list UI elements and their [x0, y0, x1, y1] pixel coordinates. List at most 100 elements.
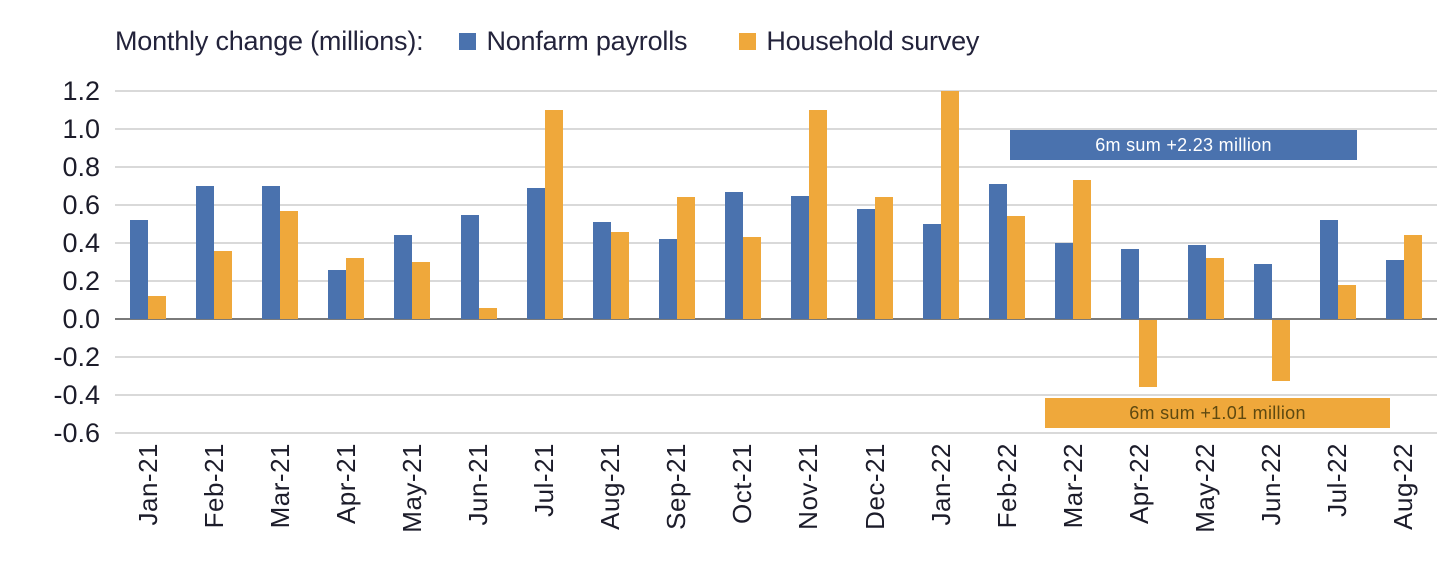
x-tick-label-apr-22: Apr-22 — [1123, 443, 1154, 525]
x-tick-slot: Feb-21 — [181, 443, 247, 583]
bar-household-survey-jun-22 — [1271, 320, 1290, 381]
bar-nonfarm-payrolls-jan-22 — [923, 224, 942, 319]
x-tick-label-apr-21: Apr-21 — [330, 443, 361, 525]
x-tick-label-jun-21: Jun-21 — [463, 443, 494, 526]
x-tick-label-jul-21: Jul-21 — [529, 443, 560, 517]
x-tick-slot: Aug-22 — [1371, 443, 1437, 583]
bar-household-survey-feb-22 — [1007, 216, 1026, 319]
x-tick-slot: Jul-21 — [512, 443, 578, 583]
y-tick-label: 0.6 — [62, 190, 100, 220]
x-tick-label-aug-22: Aug-22 — [1388, 443, 1419, 530]
gridline — [115, 128, 1437, 130]
x-tick-slot: Apr-22 — [1106, 443, 1172, 583]
chart-header: Monthly change (millions): Nonfarm payro… — [115, 26, 1031, 57]
bar-group-feb-22 — [974, 91, 1040, 433]
bar-household-survey-jul-21 — [544, 110, 563, 319]
x-tick-label-jul-22: Jul-22 — [1322, 443, 1353, 517]
x-tick-slot: Apr-21 — [313, 443, 379, 583]
bar-nonfarm-payrolls-jul-21 — [526, 187, 545, 319]
x-tick-slot: Feb-22 — [974, 443, 1040, 583]
x-tick-label-feb-22: Feb-22 — [991, 443, 1022, 529]
bar-group-jul-22 — [1305, 91, 1371, 433]
bar-group-dec-21 — [842, 91, 908, 433]
x-tick-slot: May-21 — [379, 443, 445, 583]
bar-household-survey-jun-21 — [478, 307, 497, 319]
x-tick-slot: Mar-22 — [1040, 443, 1106, 583]
bar-nonfarm-payrolls-apr-22 — [1121, 248, 1140, 319]
bar-group-aug-22 — [1371, 91, 1437, 433]
gridline — [115, 166, 1437, 168]
legend-swatch-orange — [739, 33, 757, 50]
bar-nonfarm-payrolls-nov-21 — [790, 195, 809, 319]
legend-label-household-survey: Household survey — [766, 26, 980, 56]
bar-nonfarm-payrolls-aug-21 — [592, 222, 611, 319]
legend-item-household-survey: Household survey — [739, 26, 979, 57]
y-axis: 1.2 1.0 0.8 0.6 0.4 0.2 0.0 -0.2 -0.4 -0.6 — [0, 0, 100, 586]
bar-household-survey-sep-21 — [676, 197, 695, 319]
x-tick-label-aug-21: Aug-21 — [595, 443, 626, 530]
x-tick-slot: Nov-21 — [776, 443, 842, 583]
bar-nonfarm-payrolls-aug-22 — [1385, 260, 1404, 319]
bar-group-may-22 — [1173, 91, 1239, 433]
bar-nonfarm-payrolls-feb-22 — [989, 184, 1008, 319]
bar-nonfarm-payrolls-dec-21 — [857, 208, 876, 319]
bar-household-survey-feb-21 — [214, 250, 233, 319]
bar-household-survey-aug-21 — [610, 231, 629, 319]
x-tick-slot: Sep-21 — [644, 443, 710, 583]
bar-household-survey-may-22 — [1205, 258, 1224, 319]
bar-nonfarm-payrolls-jun-22 — [1253, 263, 1272, 319]
gridline — [115, 204, 1437, 206]
plot-area: 6m sum +2.23 million 6m sum +1.01 million — [115, 90, 1437, 434]
y-tick-label: 1.0 — [62, 114, 100, 144]
x-tick-label-jun-22: Jun-22 — [1256, 443, 1287, 526]
x-tick-slot: Mar-21 — [247, 443, 313, 583]
bar-nonfarm-payrolls-may-21 — [394, 235, 413, 319]
bar-nonfarm-payrolls-sep-21 — [658, 239, 677, 319]
x-tick-slot: Jun-21 — [445, 443, 511, 583]
gridline — [115, 356, 1437, 358]
x-tick-slot: Jul-22 — [1305, 443, 1371, 583]
gridline — [115, 394, 1437, 396]
y-tick-label: 0.0 — [62, 304, 100, 334]
y-tick-label: 0.2 — [62, 266, 100, 296]
y-tick-label: 0.8 — [62, 152, 100, 182]
bar-nonfarm-payrolls-jun-21 — [460, 214, 479, 319]
bar-nonfarm-payrolls-apr-21 — [328, 269, 347, 319]
bar-nonfarm-payrolls-jan-21 — [130, 220, 149, 319]
bar-group-mar-21 — [247, 91, 313, 433]
bar-household-survey-dec-21 — [875, 197, 894, 319]
x-tick-slot: May-22 — [1173, 443, 1239, 583]
gridline — [115, 280, 1437, 282]
x-tick-label-oct-21: Oct-21 — [727, 443, 758, 525]
bar-nonfarm-payrolls-may-22 — [1187, 244, 1206, 319]
bar-household-survey-nov-21 — [808, 110, 827, 319]
bar-group-may-21 — [379, 91, 445, 433]
bar-group-aug-21 — [578, 91, 644, 433]
bar-group-jun-21 — [445, 91, 511, 433]
x-tick-label-may-22: May-22 — [1190, 443, 1221, 533]
x-tick-label-mar-21: Mar-21 — [264, 443, 295, 529]
y-tick-label: 0.4 — [62, 228, 100, 258]
x-tick-label-dec-21: Dec-21 — [859, 443, 890, 530]
x-tick-slot: Dec-21 — [842, 443, 908, 583]
bar-nonfarm-payrolls-oct-21 — [724, 191, 743, 319]
bar-group-jan-22 — [908, 91, 974, 433]
bar-household-survey-aug-22 — [1403, 235, 1422, 319]
bar-household-survey-apr-21 — [346, 258, 365, 319]
x-tick-slot: Oct-21 — [710, 443, 776, 583]
x-tick-label-jan-21: Jan-21 — [132, 443, 163, 526]
bar-household-survey-apr-22 — [1139, 320, 1158, 387]
x-tick-label-jan-22: Jan-22 — [925, 443, 956, 526]
x-tick-slot: Aug-21 — [578, 443, 644, 583]
bar-household-survey-jan-22 — [941, 91, 960, 319]
bar-group-sep-21 — [644, 91, 710, 433]
annotation-nonfarm-payrolls: 6m sum +2.23 million — [1010, 130, 1357, 160]
x-tick-slot: Jan-21 — [115, 443, 181, 583]
bar-household-survey-jan-21 — [148, 296, 167, 319]
x-tick-slot: Jan-22 — [908, 443, 974, 583]
bar-nonfarm-payrolls-mar-21 — [262, 186, 281, 319]
x-tick-slot: Jun-22 — [1239, 443, 1305, 583]
bar-group-jan-21 — [115, 91, 181, 433]
y-tick-label: 1.2 — [62, 76, 100, 106]
bar-groups — [115, 91, 1437, 433]
